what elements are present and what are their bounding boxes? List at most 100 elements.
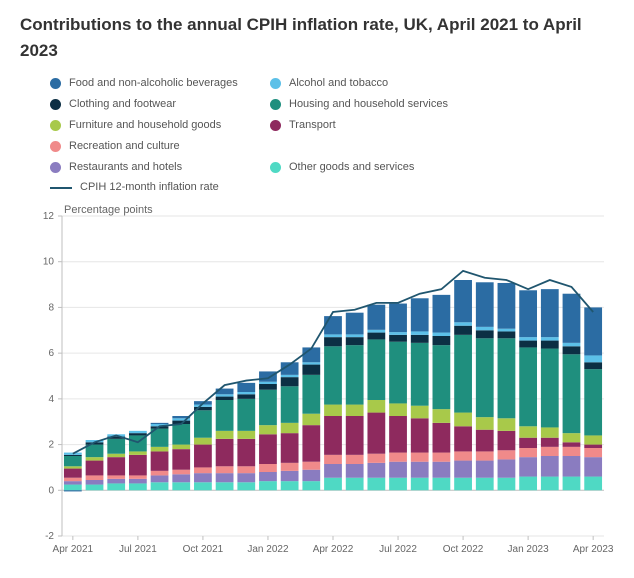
bar-clothing (129, 433, 147, 435)
bar-transport (86, 461, 104, 476)
bar-furniture (519, 427, 537, 438)
svg-text:2: 2 (48, 440, 54, 451)
legend-item-food: Food and non-alcoholic beverages (50, 73, 250, 94)
legend-item-transport: Transport (270, 115, 470, 136)
bar-restaurants (563, 456, 581, 477)
bar-furniture (86, 457, 104, 460)
bar-restaurants (64, 481, 82, 484)
bar-clothing (541, 341, 559, 349)
bar-transport (346, 416, 364, 455)
bar-restaurants (346, 464, 364, 478)
bar-alcohol (498, 329, 516, 332)
bar-food (541, 289, 559, 337)
bar-other (433, 478, 451, 491)
bar-other (367, 478, 385, 491)
bar-other (302, 481, 320, 490)
bar-recreation (367, 454, 385, 463)
bar-transport (151, 452, 169, 471)
bar-housing (498, 339, 516, 419)
legend-label: Food and non-alcoholic beverages (69, 73, 238, 94)
bar-furniture (237, 431, 255, 439)
bar-restaurants (302, 470, 320, 481)
bar-alcohol (129, 431, 147, 433)
bar-recreation (172, 470, 190, 475)
bar-housing (64, 456, 82, 466)
x-tick-label: Jul 2021 (119, 544, 157, 555)
bar-other (281, 481, 299, 490)
legend-swatch (270, 162, 281, 173)
bar-restaurants (411, 462, 429, 478)
bar-restaurants (324, 464, 342, 478)
bar-housing (433, 345, 451, 409)
bar-recreation (411, 453, 429, 462)
bar-alcohol (302, 363, 320, 365)
legend-label: Restaurants and hotels (69, 157, 182, 178)
bar-alcohol (454, 323, 472, 326)
bar-alcohol (584, 356, 602, 363)
bar-housing (302, 375, 320, 414)
x-tick-label: Oct 2021 (183, 544, 224, 555)
bar-food (64, 491, 82, 492)
bar-furniture (454, 413, 472, 427)
bar-other (64, 485, 82, 491)
bar-clothing (519, 341, 537, 348)
bar-other (519, 477, 537, 491)
bar-other (216, 483, 234, 491)
bar-furniture (64, 467, 82, 469)
legend-line-swatch (50, 187, 72, 189)
bar-other (259, 481, 277, 490)
legend-item-recreation: Recreation and culture (50, 136, 250, 157)
bar-other (151, 483, 169, 491)
bar-alcohol (411, 332, 429, 335)
bar-food (367, 305, 385, 330)
bar-clothing (367, 333, 385, 340)
legend-item-clothing: Clothing and footwear (50, 94, 250, 115)
bar-clothing (259, 384, 277, 390)
bar-furniture (584, 436, 602, 445)
legend-label: Other goods and services (289, 157, 414, 178)
bar-food (476, 283, 494, 328)
bar-clothing (281, 377, 299, 386)
bar-housing (541, 349, 559, 428)
x-tick-label: Jul 2022 (379, 544, 417, 555)
bar-alcohol (194, 405, 212, 407)
legend-swatch (50, 141, 61, 152)
legend-swatch (50, 120, 61, 131)
bar-clothing (237, 395, 255, 400)
bar-transport (64, 469, 82, 478)
bar-recreation (519, 448, 537, 457)
bar-food (454, 280, 472, 322)
bar-recreation (302, 462, 320, 470)
bar-other (107, 484, 125, 491)
legend-label: Recreation and culture (69, 136, 180, 157)
bar-alcohol (216, 395, 234, 397)
svg-text:0: 0 (48, 486, 54, 497)
legend-label: Alcohol and tobacco (289, 73, 388, 94)
bar-housing (519, 348, 537, 427)
bar-restaurants (498, 460, 516, 478)
bar-transport (194, 445, 212, 468)
bar-other (541, 477, 559, 491)
bar-recreation (389, 453, 407, 462)
bar-alcohol (519, 337, 537, 340)
bar-transport (324, 416, 342, 455)
legend-swatch (50, 99, 61, 110)
svg-text:4: 4 (48, 394, 54, 405)
bar-transport (259, 435, 277, 465)
bar-recreation (151, 471, 169, 476)
bar-furniture (172, 445, 190, 450)
bar-housing (259, 390, 277, 425)
x-tick-label: Apr 2023 (573, 544, 614, 555)
legend-swatch (50, 78, 61, 89)
bar-restaurants (519, 457, 537, 476)
bar-transport (454, 427, 472, 452)
legend-swatch (50, 162, 61, 173)
bar-recreation (563, 447, 581, 456)
bar-other (563, 477, 581, 491)
bar-alcohol (367, 330, 385, 333)
bar-other (129, 484, 147, 491)
bar-furniture (107, 454, 125, 457)
bar-housing (389, 342, 407, 404)
bar-food (346, 313, 364, 335)
bar-furniture (389, 404, 407, 417)
